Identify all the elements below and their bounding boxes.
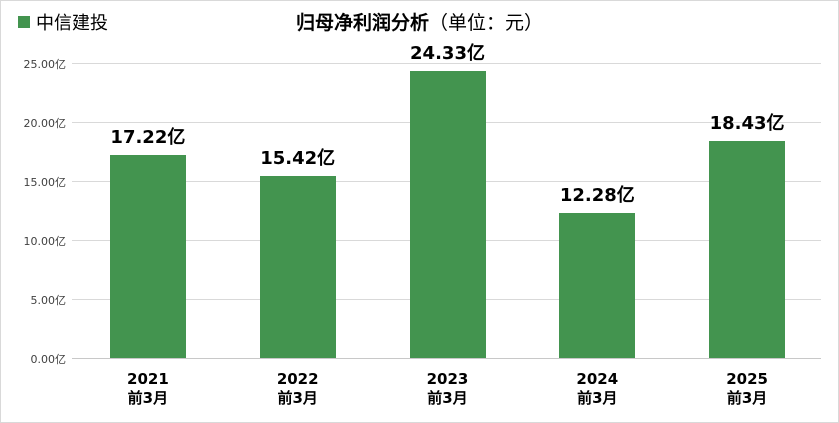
bar[interactable]: [109, 154, 186, 358]
x-tick-year: 2024: [576, 370, 619, 388]
y-tick-label: 10.00亿: [23, 235, 67, 248]
chart-title: 归母净利润分析（单位：元）: [0, 8, 839, 35]
bar-data-label: 15.42亿: [260, 148, 336, 170]
x-tick-label: 2025 前3月: [687, 370, 807, 408]
x-tick-period: 前3月: [577, 389, 618, 407]
y-tick-label: 5.00亿: [30, 294, 67, 307]
x-tick-label: 2022 前3月: [238, 370, 358, 408]
bar-data-label: 17.22亿: [110, 126, 186, 148]
x-tick-label: 2021 前3月: [88, 370, 208, 408]
x-tick-label: 2024 前3月: [537, 370, 657, 408]
x-tick-year: 2025: [726, 370, 768, 388]
bar-data-label: 18.43亿: [709, 112, 785, 134]
x-tick-year: 2021: [127, 370, 169, 388]
x-tick-label: 2023 前3月: [388, 370, 508, 408]
bar[interactable]: [409, 70, 486, 358]
chart-title-main: 归母净利润分析: [295, 12, 429, 34]
x-tick-period: 前3月: [127, 389, 169, 407]
x-tick-year: 2023: [426, 370, 469, 388]
bar[interactable]: [709, 140, 786, 358]
x-tick-period: 前3月: [726, 389, 768, 407]
bar[interactable]: [259, 176, 336, 358]
plot-area: 17.22亿 15.42亿 24.33亿 12.28亿 18.43亿: [72, 43, 821, 359]
y-tick-label: 0.00亿: [30, 353, 67, 366]
bar-data-label: 24.33亿: [410, 42, 485, 64]
chart-title-unit: （单位：元）: [429, 12, 544, 34]
bar[interactable]: [559, 213, 636, 358]
y-tick-label: 15.00亿: [23, 176, 67, 189]
legend-label: 中信建投: [36, 13, 108, 34]
x-tick-period: 前3月: [277, 389, 318, 407]
legend: 中信建投: [18, 9, 108, 35]
legend-swatch-icon: [18, 16, 30, 28]
y-tick-label: 25.00亿: [23, 58, 67, 71]
x-axis-line: [72, 358, 821, 359]
x-tick-year: 2022: [276, 370, 319, 388]
y-tick-label: 20.00亿: [23, 117, 67, 130]
x-tick-period: 前3月: [427, 389, 468, 407]
bar-data-label: 12.28亿: [559, 185, 635, 207]
gridline: [72, 63, 821, 64]
